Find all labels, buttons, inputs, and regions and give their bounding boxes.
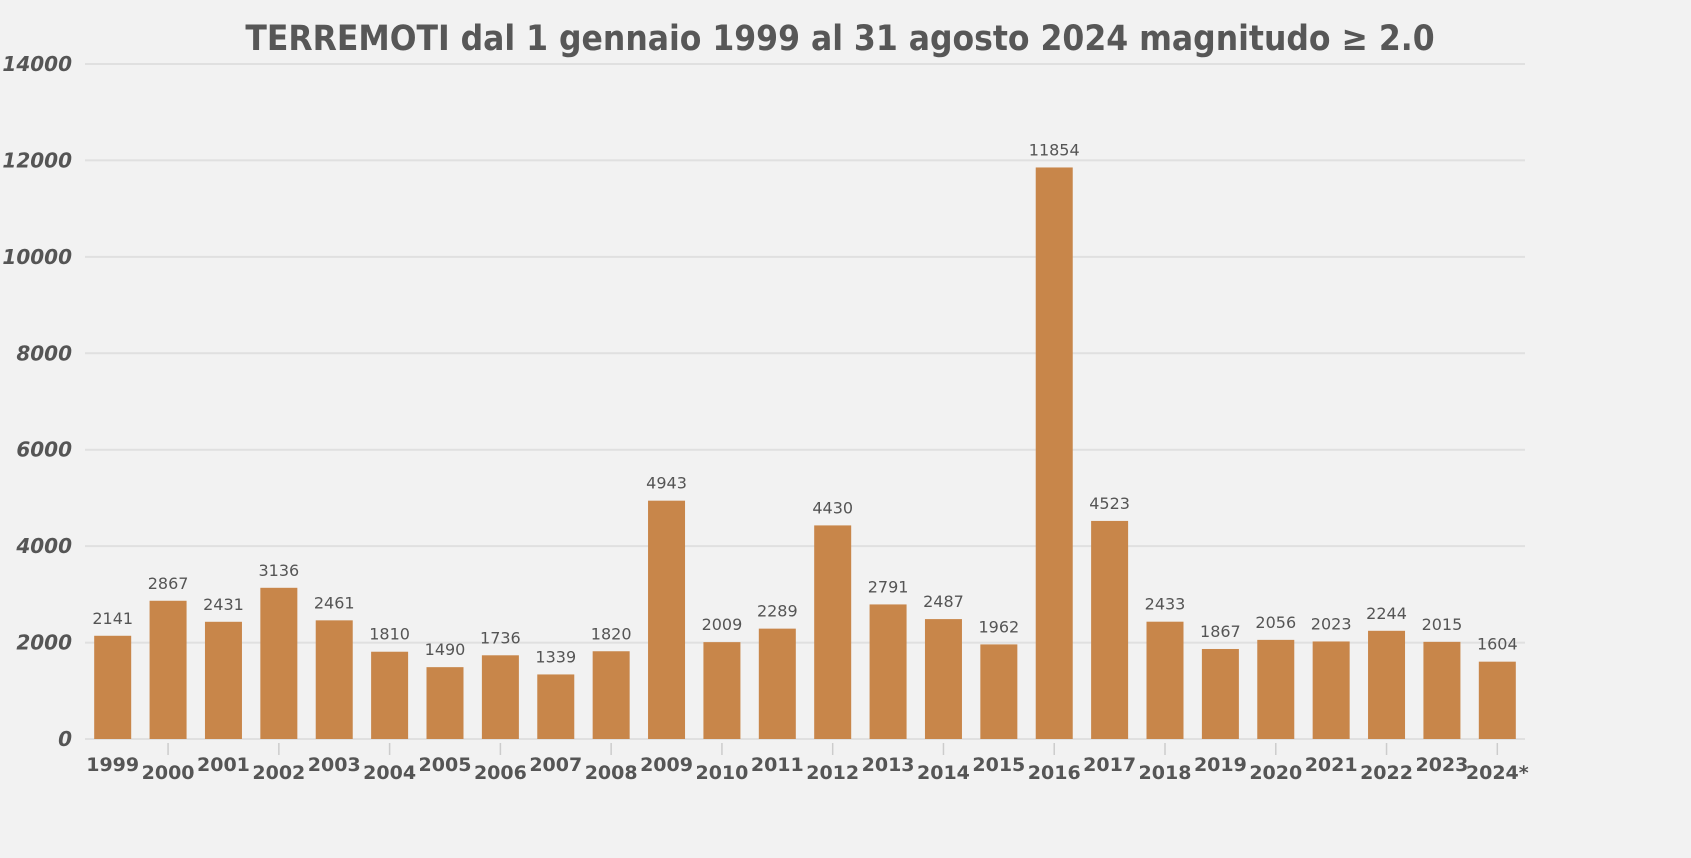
x-tick-label: 2011 (751, 754, 804, 776)
bar (648, 500, 686, 739)
x-tick-label: 2006 (474, 762, 527, 784)
data-label: 1490 (425, 640, 466, 659)
x-tick-label: 2023 (1415, 754, 1468, 776)
x-tick-label: 2015 (972, 754, 1025, 776)
data-label: 2433 (1145, 595, 1186, 614)
bar (1201, 648, 1239, 739)
data-label: 4430 (812, 498, 853, 517)
data-label: 1820 (591, 624, 632, 643)
bar (371, 651, 409, 739)
data-label: 4523 (1089, 494, 1130, 513)
bar (204, 621, 242, 739)
bar (1035, 167, 1073, 740)
bar (1312, 641, 1350, 739)
x-tick-label: 2003 (308, 754, 361, 776)
bar (537, 674, 575, 739)
bar (426, 667, 464, 739)
y-tick-label: 10000 (2, 245, 72, 269)
data-label: 1604 (1477, 635, 1518, 654)
data-label: 2791 (868, 577, 909, 596)
x-tick-label: 2016 (1028, 762, 1081, 784)
data-label: 1736 (480, 628, 521, 647)
bar (869, 604, 907, 739)
bar (758, 628, 796, 739)
bar (315, 620, 353, 739)
y-tick-label: 14000 (2, 52, 72, 76)
x-tick-label: 2000 (142, 762, 195, 784)
bar (1423, 641, 1461, 739)
x-tick-label: 2010 (695, 762, 748, 784)
data-label: 2431 (203, 595, 244, 614)
x-tick-label: 2007 (529, 754, 582, 776)
x-tick-label: 2002 (252, 762, 305, 784)
x-tick-label: 2017 (1083, 754, 1136, 776)
y-tick-label: 4000 (15, 534, 72, 558)
x-tick-label: 2020 (1249, 762, 1302, 784)
chart-title: TERREMOTI dal 1 gennaio 1999 al 31 agost… (245, 19, 1434, 59)
x-tick-label: 1999 (86, 754, 139, 776)
x-tick-label: 2005 (419, 754, 472, 776)
data-label: 2289 (757, 602, 798, 621)
data-label: 1867 (1200, 622, 1241, 641)
bar (1368, 630, 1406, 739)
data-label: 4943 (646, 474, 687, 493)
bar (1091, 520, 1129, 739)
x-tick-label: 2018 (1139, 762, 1192, 784)
bar (924, 619, 962, 739)
bar (980, 644, 1018, 739)
x-tick-label: 2013 (862, 754, 915, 776)
bar (94, 635, 132, 739)
bar (592, 651, 630, 739)
data-label: 2487 (923, 592, 964, 611)
data-label: 2867 (148, 574, 189, 593)
x-tick-label: 2012 (806, 762, 859, 784)
bar (1478, 661, 1516, 739)
y-tick-label: 2000 (16, 631, 72, 655)
data-label: 2023 (1311, 614, 1352, 633)
data-label: 2015 (1422, 615, 1463, 634)
y-tick-label: 0 (58, 727, 72, 751)
x-tick-label: 2024* (1466, 762, 1529, 784)
gridlines (85, 63, 1525, 740)
data-label: 11854 (1029, 140, 1080, 159)
x-tick-label: 2022 (1360, 762, 1413, 784)
data-label: 2056 (1255, 613, 1296, 632)
y-tick-label: 8000 (16, 341, 72, 365)
bar (481, 655, 519, 739)
x-tick-label: 2004 (363, 762, 416, 784)
x-tick-label: 2008 (585, 762, 638, 784)
data-label: 1962 (978, 617, 1019, 636)
data-label: 2244 (1366, 604, 1407, 623)
y-tick-label: 6000 (16, 438, 72, 462)
data-label: 2461 (314, 593, 355, 612)
y-axis: 0 2000 4000 6000 8000 10000 12000 14000 (2, 52, 72, 751)
y-tick-label: 12000 (2, 148, 72, 172)
x-tick-label: 2021 (1305, 754, 1358, 776)
data-label: 2009 (702, 615, 743, 634)
bar (703, 642, 741, 739)
bar (1257, 639, 1295, 739)
data-label: 1339 (535, 647, 576, 666)
data-label: 3136 (258, 561, 299, 580)
bars: 2141 2867 2431 3136 2461 1810 1490 1736 1339 1820… (92, 140, 1518, 740)
data-label: 2141 (92, 609, 133, 628)
bar (149, 600, 187, 739)
x-tick-label: 2014 (917, 762, 970, 784)
x-tick-label: 2009 (640, 754, 693, 776)
x-tick-label: 2019 (1194, 754, 1247, 776)
bar (1146, 621, 1184, 739)
x-tick-label: 2001 (197, 754, 250, 776)
bar (260, 587, 298, 739)
data-label: 1810 (369, 625, 410, 644)
x-axis: 1999 2000 2001 2002 2003 2004 2005 2006 2007 2008… (86, 743, 1529, 784)
bar (814, 525, 852, 739)
